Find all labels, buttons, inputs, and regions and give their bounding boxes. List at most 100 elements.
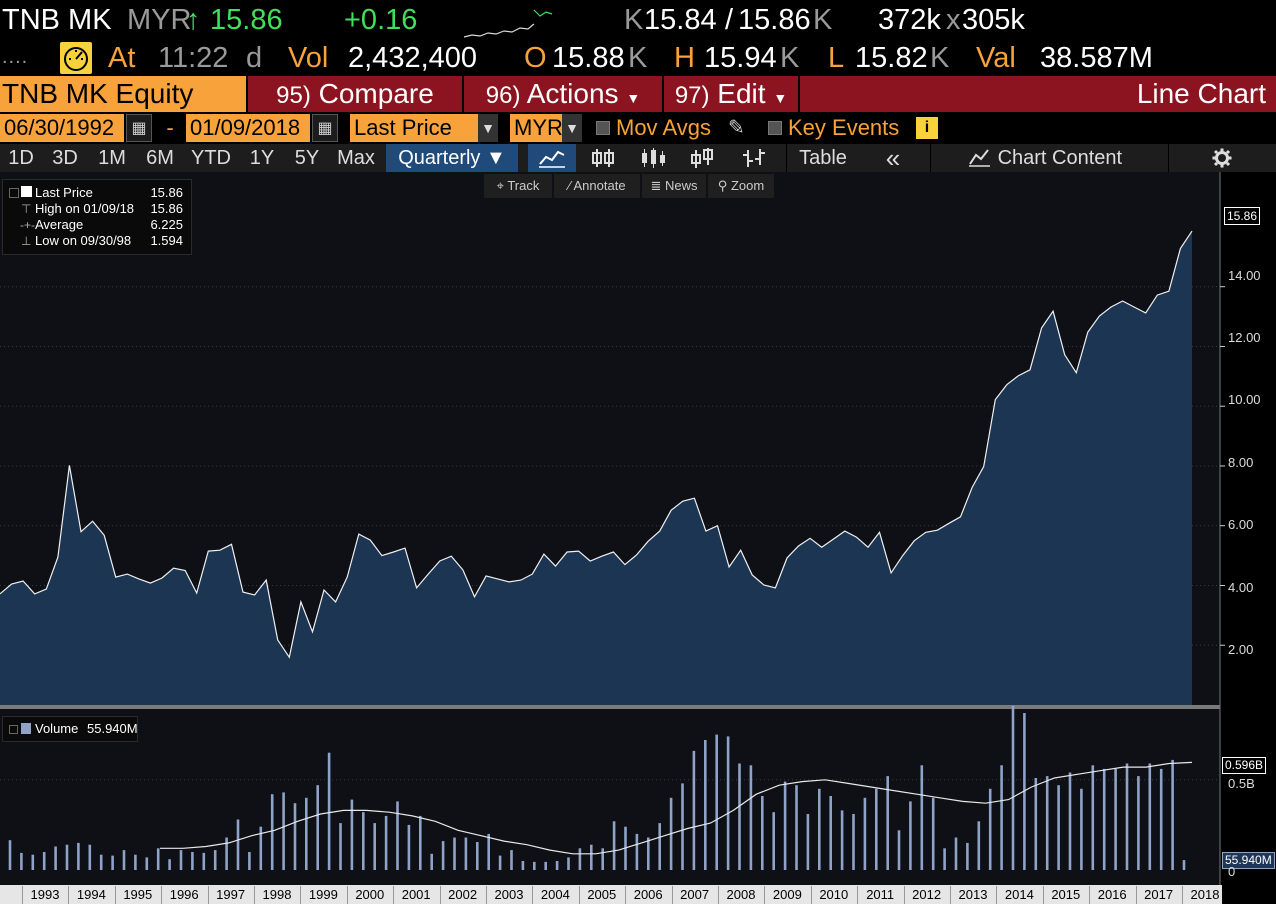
year-separator (486, 886, 487, 904)
traded-value: 38.587M (1040, 42, 1153, 74)
volume-bar (1068, 772, 1072, 870)
year-separator (161, 886, 163, 904)
legend-high-label: High on 01/09/18 (35, 201, 135, 216)
year-separator (439, 886, 441, 904)
annotate-label: Annotate (573, 178, 626, 193)
volume-bar (122, 850, 126, 870)
volume-legend: Volume 55.940M (2, 716, 138, 742)
frequency-select[interactable]: Quarterly ▼ (386, 144, 518, 172)
chevron-down-icon[interactable]: ▼ (478, 114, 498, 142)
volume-bar (806, 814, 810, 870)
volume-bar (168, 859, 171, 870)
year-label: 2018 (1190, 887, 1220, 902)
volume-bar (852, 814, 855, 870)
line-chart-icon[interactable] (528, 144, 576, 172)
start-date-field[interactable]: 06/30/1992 (0, 114, 124, 142)
period-6m[interactable]: 6M (146, 147, 174, 169)
bid-size: 372k (878, 4, 941, 36)
chevron-down-icon[interactable]: ▼ (562, 114, 582, 142)
calendar-icon[interactable]: ▦ (126, 114, 152, 142)
last-price-axis-tag: 15.86 (1224, 207, 1261, 225)
checkbox-icon[interactable] (768, 121, 782, 135)
table-button[interactable]: Table (799, 147, 847, 169)
volume-bar (829, 796, 832, 870)
ohlc-bar-icon[interactable] (580, 144, 626, 172)
compare-button[interactable]: 95) Compare (248, 76, 462, 112)
hollow-candle-icon[interactable] (680, 144, 728, 172)
zoom-button[interactable]: ⚲ Zoom (708, 174, 774, 198)
volume-bar (316, 785, 319, 870)
info-icon[interactable]: i (916, 117, 938, 139)
mov-avgs-toggle[interactable]: Mov Avgs (592, 114, 712, 142)
low-k-flag: K (930, 42, 950, 74)
pencil-icon[interactable]: ✎ (728, 117, 745, 139)
volume-bar (236, 819, 240, 870)
collapse-toggle-icon[interactable] (9, 725, 18, 734)
year-separator (207, 886, 209, 904)
period-1d[interactable]: 1D (8, 147, 34, 169)
period-ytd[interactable]: YTD (191, 147, 231, 169)
volume-bar (65, 844, 69, 870)
zoom-label: Zoom (730, 178, 765, 193)
actions-menu-button[interactable]: 96) Actions ▼ (464, 76, 662, 112)
period-1m[interactable]: 1M (98, 147, 126, 169)
collapse-icon[interactable]: « (885, 143, 901, 173)
news-button[interactable]: ≣ News (642, 174, 706, 198)
period-1y[interactable]: 1Y (249, 147, 275, 169)
speedometer-icon[interactable] (60, 42, 92, 74)
volume-bar (1057, 785, 1060, 870)
year-label: 2011 (866, 887, 895, 902)
time-axis (0, 885, 1222, 904)
track-button[interactable]: ⌖ Track (484, 174, 552, 198)
edit-menu-button[interactable]: 97) Edit ▼ (664, 76, 798, 112)
volume-bar (77, 842, 80, 870)
year-label: 1993 (30, 887, 60, 902)
candlestick-icon[interactable] (630, 144, 676, 172)
price-axis-tick: 4.00 (1228, 580, 1254, 595)
year-label: 2007 (680, 887, 710, 902)
last-price-swatch-icon (21, 186, 32, 197)
volume-bar (909, 801, 912, 870)
hlc-bar-icon[interactable] (732, 144, 776, 172)
field-select[interactable]: Last Price (350, 114, 478, 142)
volume-bar (897, 830, 901, 870)
at-label: At (108, 42, 136, 74)
collapse-toggle-icon[interactable] (9, 188, 19, 198)
volume-legend-value: 55.940M (87, 721, 138, 736)
gear-icon[interactable] (1206, 144, 1238, 172)
checkbox-icon[interactable] (596, 121, 610, 135)
year-label: 2006 (633, 887, 663, 902)
volume-bar (476, 842, 479, 870)
annotate-button[interactable]: ∕ Annotate (554, 174, 640, 198)
year-label: 2012 (912, 887, 942, 902)
panel-divider (0, 705, 1220, 709)
price-volume-chart[interactable] (0, 172, 1276, 904)
price-axis-tick: 2.00 (1228, 642, 1254, 657)
volume-bar (988, 788, 992, 870)
chart-content-button[interactable]: Chart Content (968, 144, 1164, 172)
calendar-icon[interactable]: ▦ (312, 114, 338, 142)
year-separator (1089, 886, 1091, 904)
year-separator (950, 886, 951, 904)
period-max[interactable]: Max (337, 147, 375, 169)
volume-bar (42, 852, 46, 870)
end-date-field[interactable]: 01/09/2018 (186, 114, 310, 142)
year-separator (764, 886, 766, 904)
key-events-toggle[interactable]: Key Events (764, 114, 904, 142)
year-separator (532, 886, 534, 904)
currency-select[interactable]: MYR (510, 114, 563, 142)
volume-bar (179, 850, 183, 870)
year-separator (393, 886, 395, 904)
volume-bar (544, 861, 547, 870)
year-label: 2013 (958, 887, 988, 902)
ticker-symbol[interactable]: TNB MK (2, 4, 112, 36)
open-k-flag: K (628, 42, 648, 74)
volume-bar (875, 788, 878, 870)
volume-bar (248, 852, 251, 870)
security-field[interactable]: TNB MK Equity (0, 76, 246, 112)
period-3d[interactable]: 3D (52, 147, 78, 169)
chart-type-title: Line Chart (800, 76, 1276, 112)
year-separator (1135, 886, 1137, 904)
year-separator (68, 886, 70, 904)
period-5y[interactable]: 5Y (294, 147, 320, 169)
